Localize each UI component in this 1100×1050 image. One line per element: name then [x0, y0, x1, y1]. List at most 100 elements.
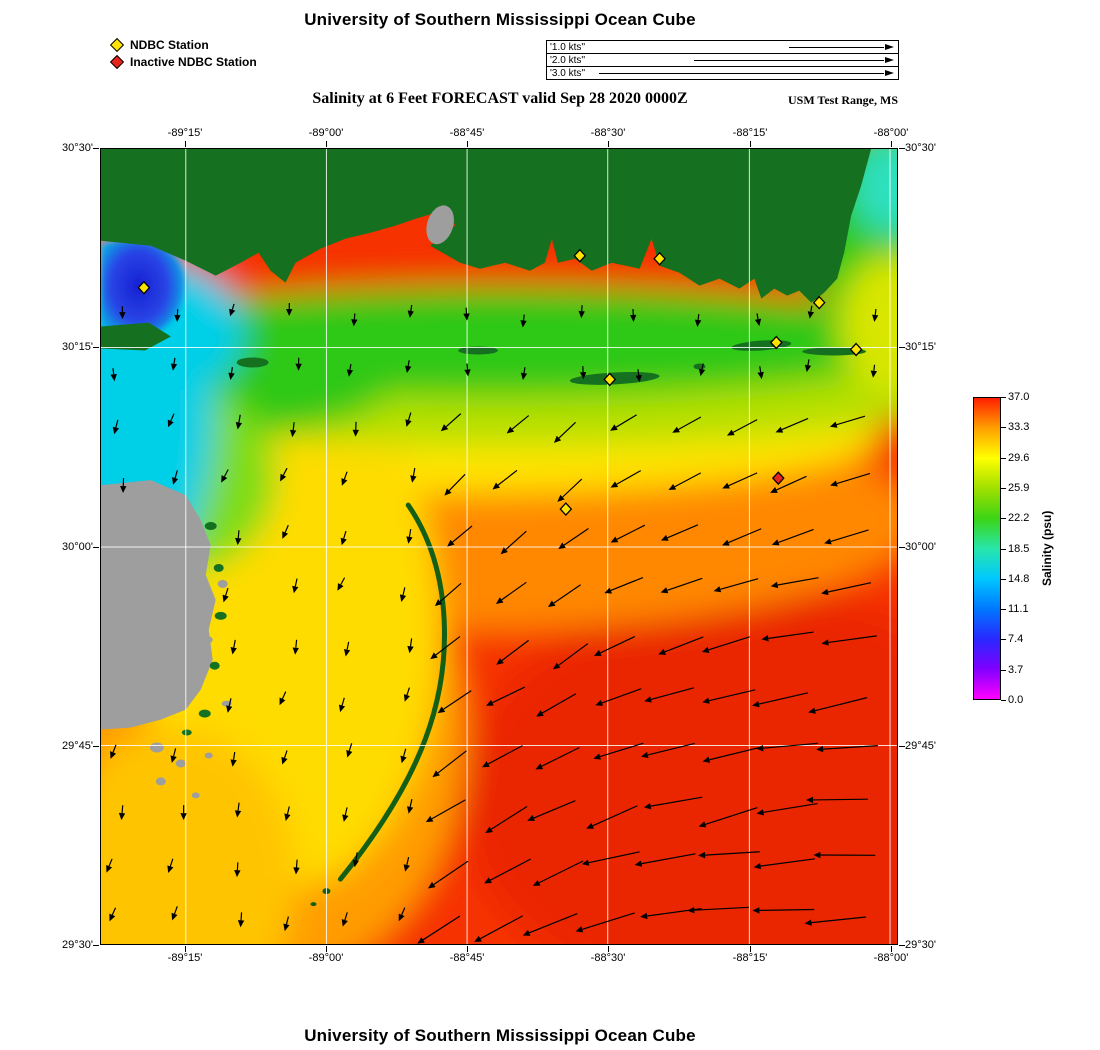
current-arrow-shaft: [776, 475, 807, 491]
current-arrow-shaft: [281, 691, 287, 700]
current-arrow-head: [557, 494, 565, 502]
lat-label-right: 30°30': [905, 142, 936, 154]
lon-label-bottom: -88°30': [590, 952, 626, 964]
current-arrow-shaft: [228, 698, 232, 707]
colorbar-tick-label: 22.2: [1008, 512, 1030, 525]
colorbar-title: Salinity (psu): [1040, 510, 1054, 587]
lon-label-top: -88°30': [590, 127, 626, 139]
current-arrow-shaft: [233, 639, 236, 648]
current-arrow-head: [485, 826, 493, 834]
current-arrow-head: [405, 419, 412, 427]
current-arrow-head: [753, 863, 761, 870]
lake-south-shore-land: [101, 322, 171, 351]
current-arrow-shaft: [230, 367, 233, 374]
current-arrow-shaft: [694, 906, 750, 911]
current-arrow-shaft: [582, 912, 635, 930]
current-arrow-shaft: [828, 635, 877, 644]
current-arrow-head: [292, 647, 299, 655]
colorbar-tick: [1001, 669, 1006, 671]
current-arrow-head: [234, 869, 241, 878]
current-arrow-head: [813, 851, 821, 859]
current-arrow-head: [352, 859, 359, 868]
current-arrow-shaft: [295, 859, 298, 868]
colorbar-tick: [1001, 609, 1006, 611]
current-arrow-shaft: [667, 524, 699, 539]
axis-tick: [899, 945, 905, 946]
scale-arrowhead-icon: [885, 70, 894, 76]
current-arrow-head: [341, 478, 348, 486]
current-arrow-shaft: [505, 530, 527, 551]
current-arrow-head: [522, 929, 531, 936]
current-arrow-shaft: [170, 413, 175, 422]
current-arrow-shaft: [553, 584, 581, 604]
current-arrow-head: [756, 745, 764, 752]
current-arrow-head: [226, 705, 233, 713]
lat-label-right: 29°30': [905, 939, 936, 951]
current-arrow-head: [346, 749, 353, 758]
current-arrow-shaft: [341, 697, 345, 706]
current-arrow-shaft: [830, 529, 869, 542]
ndbc-station-marker: [137, 280, 151, 295]
current-arrow-head: [342, 814, 349, 822]
current-arrow-head: [722, 482, 730, 489]
current-arrow-shaft: [616, 470, 642, 485]
current-arrow-shaft: [704, 806, 758, 825]
current-arrow-shaft: [558, 643, 589, 666]
colorbar-tick: [1001, 397, 1006, 398]
current-arrow-head: [660, 587, 669, 594]
current-arrow-shaft: [285, 916, 290, 925]
current-arrow-head: [463, 313, 470, 321]
scale-label: '1.0 kts'': [550, 41, 586, 53]
ndbc-station-marker: [769, 335, 783, 350]
coastline-land: [101, 149, 872, 303]
current-arrow-head: [635, 374, 642, 383]
current-arrow-shaft: [407, 360, 410, 367]
current-arrow-shaft: [111, 907, 117, 916]
current-arrow-shaft: [401, 907, 406, 916]
current-arrow-shaft: [435, 636, 461, 656]
current-arrow-head: [464, 369, 471, 377]
lat-label-left: 30°15': [62, 341, 93, 353]
current-arrow-head: [440, 424, 449, 432]
colorbar-tick-label: 25.9: [1008, 481, 1030, 494]
current-arrow-shaft: [641, 853, 696, 865]
current-arrow-head: [474, 935, 482, 943]
current-arrow-head: [547, 600, 556, 608]
current-arrow-head: [698, 851, 706, 859]
current-arrow-shaft: [599, 636, 636, 654]
scale-row-1.0kts: '1.0 kts'': [547, 41, 898, 54]
current-arrow-head: [702, 697, 710, 704]
current-arrow-shaft: [836, 415, 866, 426]
current-arrow-head: [343, 649, 351, 657]
ndbc-station-label: NDBC Station: [130, 37, 209, 52]
current-arrow-head: [427, 881, 436, 889]
current-arrow-head: [430, 652, 438, 660]
inactive-ndbc-station-marker: [771, 471, 785, 486]
current-arrow-shaft: [173, 357, 176, 364]
current-arrow-head: [630, 314, 637, 322]
current-arrow-shaft: [664, 636, 704, 653]
current-arrow-shaft: [433, 860, 469, 886]
current-arrow-head: [167, 865, 174, 873]
current-arrow-shaft: [344, 912, 348, 921]
axis-tick: [93, 148, 99, 149]
current-arrow-shaft: [412, 467, 416, 476]
colorbar-tick: [1001, 457, 1006, 459]
current-arrow-shaft: [541, 693, 577, 714]
lon-label-top: -88°00': [873, 127, 909, 139]
map-gridlines: [101, 149, 897, 944]
current-arrow-head: [658, 648, 666, 655]
current-arrow-shaft: [448, 473, 466, 491]
inactive-ndbc-station-icon: [109, 54, 125, 69]
scale-label: '2.0 kts'': [550, 54, 586, 66]
current-arrow-shaft: [529, 913, 578, 934]
current-arrow-head: [824, 538, 832, 545]
salinity-map: [100, 148, 898, 945]
current-arrow-shaft: [616, 524, 646, 540]
colorbar-tick-label: 0.0: [1008, 694, 1024, 706]
current-arrow-head: [593, 650, 602, 656]
current-arrow-head: [341, 919, 348, 927]
lon-label-bottom: -88°00': [873, 952, 909, 964]
current-arrow-head: [351, 319, 358, 327]
legend-row-active: NDBC Station: [109, 36, 257, 53]
